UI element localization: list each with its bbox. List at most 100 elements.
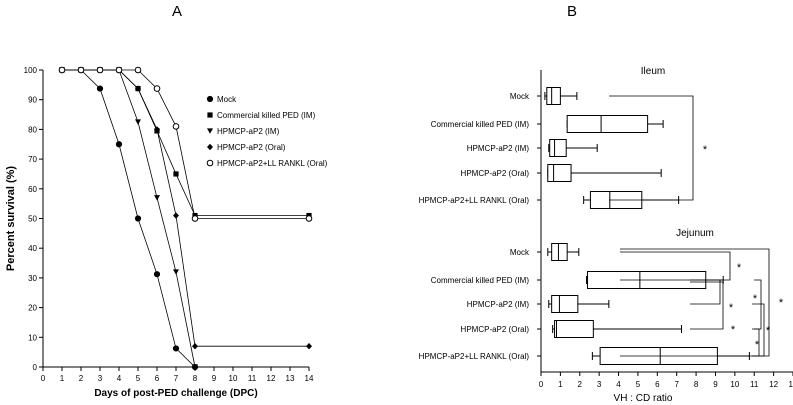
x-tick-label: 6 bbox=[155, 374, 160, 383]
data-point bbox=[135, 85, 141, 92]
x-tick-label: 12 bbox=[769, 380, 778, 389]
data-point bbox=[153, 271, 161, 278]
legend-marker bbox=[206, 159, 214, 167]
y-tick-label: 90 bbox=[28, 96, 37, 105]
x-tick-label: 3 bbox=[597, 380, 602, 389]
y-tick-label: 100 bbox=[24, 66, 38, 75]
data-point bbox=[172, 123, 180, 130]
series-2 bbox=[59, 67, 198, 370]
significance-bracket bbox=[690, 279, 721, 305]
x-tick-label: 1 bbox=[60, 374, 65, 383]
data-point bbox=[173, 212, 179, 219]
x-tick-label: 2 bbox=[79, 374, 84, 383]
category-label: HPMCP-aP2+LL RANKL (Oral) bbox=[419, 196, 530, 205]
data-point bbox=[96, 85, 104, 92]
x-axis-label: VH : CD ratio bbox=[614, 393, 673, 404]
box bbox=[551, 295, 579, 313]
legend-label: Commercial killed PED (IM) bbox=[217, 111, 316, 120]
data-point bbox=[153, 85, 161, 92]
x-tick-label: 2 bbox=[578, 380, 583, 389]
significance-bracket bbox=[690, 281, 724, 330]
box bbox=[566, 115, 649, 133]
x-tick-label: 5 bbox=[636, 380, 641, 389]
significance-star: * bbox=[779, 297, 784, 309]
x-tick-label: 11 bbox=[750, 380, 759, 389]
legend-marker bbox=[207, 112, 213, 118]
x-tick-label: 10 bbox=[229, 374, 238, 383]
x-tick-label: 8 bbox=[193, 374, 198, 383]
y-tick-label: 40 bbox=[28, 244, 37, 253]
legend-label: HPMCP-aP2+LL RANKL (Oral) bbox=[217, 159, 328, 168]
x-tick-label: 0 bbox=[539, 380, 544, 389]
significance-star: * bbox=[753, 293, 758, 305]
vh-cd-boxplot: 012345678910111213VH : CD ratioIleumMock… bbox=[419, 66, 793, 404]
x-tick-label: 4 bbox=[616, 380, 621, 389]
x-tick-label: 6 bbox=[655, 380, 660, 389]
data-point bbox=[134, 215, 142, 222]
group-0: Ileum Mock Commercial killed PED (IM) HPMCP… bbox=[419, 66, 680, 209]
panel-label-b: B bbox=[567, 3, 577, 20]
legend-label: HPMCP-aP2 (Oral) bbox=[217, 143, 286, 152]
data-point bbox=[192, 364, 198, 370]
x-tick-label: 5 bbox=[136, 374, 141, 383]
significance-jejunum: * * * * * * * bbox=[620, 248, 784, 357]
data-point bbox=[135, 119, 141, 125]
x-tick-label: 1 bbox=[558, 380, 563, 389]
group-title: Jejunum bbox=[676, 228, 714, 239]
series-line bbox=[62, 69, 196, 368]
legend-marker bbox=[207, 128, 213, 134]
x-tick-label: 13 bbox=[286, 374, 295, 383]
significance-star: * bbox=[755, 339, 760, 351]
x-tick-label: 4 bbox=[117, 374, 122, 383]
x-tick-label: 7 bbox=[174, 374, 179, 383]
significance-star: * bbox=[731, 324, 736, 336]
box bbox=[546, 87, 561, 105]
y-tick-label: 20 bbox=[28, 304, 37, 313]
box bbox=[549, 139, 567, 157]
category-label: Commercial killed PED (IM) bbox=[431, 120, 530, 129]
data-point bbox=[115, 141, 123, 148]
y-tick-label: 80 bbox=[28, 125, 37, 134]
data-point bbox=[58, 66, 66, 74]
significance-bracket bbox=[754, 279, 762, 330]
significance-bracket bbox=[609, 95, 694, 201]
significance-bracket bbox=[620, 248, 770, 357]
significance-star: * bbox=[766, 325, 771, 337]
data-point bbox=[96, 66, 104, 74]
legend-marker bbox=[206, 95, 214, 103]
data-point bbox=[154, 126, 160, 133]
category-label: HPMCP-aP2 (Oral) bbox=[461, 169, 530, 178]
box bbox=[551, 243, 568, 261]
x-tick-label: 9 bbox=[713, 380, 718, 389]
category-label: HPMCP-aP2 (IM) bbox=[467, 300, 530, 309]
data-point bbox=[154, 195, 160, 201]
series-4 bbox=[58, 66, 313, 222]
group-title: Ileum bbox=[641, 66, 665, 77]
data-point bbox=[191, 215, 199, 222]
significance-star: * bbox=[703, 144, 708, 156]
significance-star: * bbox=[737, 262, 742, 274]
legend-label: HPMCP-aP2 (IM) bbox=[217, 127, 280, 136]
x-tick-label: 13 bbox=[789, 380, 793, 389]
box bbox=[554, 320, 594, 338]
y-tick-label: 0 bbox=[33, 363, 38, 372]
series-3 bbox=[59, 66, 312, 350]
x-tick-label: 3 bbox=[98, 374, 103, 383]
x-tick-label: 10 bbox=[730, 380, 739, 389]
series-0 bbox=[58, 66, 199, 371]
data-point bbox=[77, 66, 85, 74]
box bbox=[547, 164, 572, 182]
category-label: Commercial killed PED (IM) bbox=[431, 276, 530, 285]
category-label: HPMCP-aP2 (IM) bbox=[467, 144, 530, 153]
significance-star: * bbox=[729, 302, 734, 314]
data-point bbox=[192, 343, 198, 350]
category-label: HPMCP-aP2+LL RANKL (Oral) bbox=[419, 352, 530, 361]
data-point bbox=[173, 269, 179, 275]
data-point bbox=[305, 215, 313, 222]
group-1: Jejunum Mock Commercial killed PED (IM) HPM… bbox=[419, 228, 750, 365]
x-tick-label: 12 bbox=[267, 374, 276, 383]
y-tick-label: 50 bbox=[28, 215, 37, 224]
x-tick-label: 0 bbox=[41, 374, 46, 383]
